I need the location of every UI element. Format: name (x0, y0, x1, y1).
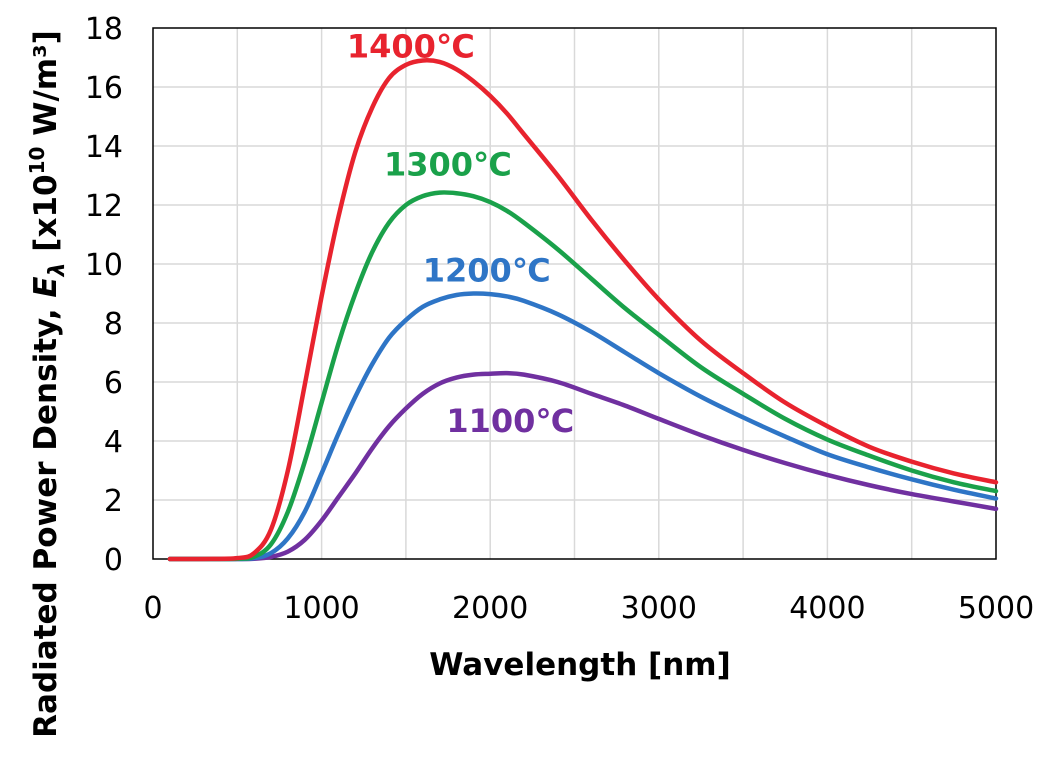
y-axis-title-unit: W/m³] (28, 30, 64, 146)
series-label: 1400℃ (347, 28, 475, 66)
y-tick-label: 12 (85, 189, 123, 224)
y-tick-label: 0 (104, 543, 123, 578)
x-tick-label: 3000 (621, 591, 697, 626)
y-tick-label: 8 (104, 307, 123, 342)
series-line (167, 370, 999, 562)
series-line (167, 58, 999, 562)
x-tick-labels: 0 1000 2000 3000 4000 5000 (143, 591, 1034, 626)
x-axis-title: Wavelength [nm] (429, 647, 731, 683)
y-tick-label: 18 (85, 12, 123, 47)
x-tick-label: 4000 (789, 591, 865, 626)
series-line (167, 291, 999, 562)
plot-frame (152, 27, 997, 560)
series-line (167, 190, 999, 562)
grid (153, 28, 996, 559)
series-label: 1300℃ (384, 146, 512, 184)
y-axis-title-exponent: 10 (25, 147, 49, 175)
x-tick-label: 5000 (958, 591, 1034, 626)
y-tick-label: 4 (104, 425, 123, 460)
x-tick-label: 2000 (452, 591, 528, 626)
series-label: 1200℃ (423, 252, 551, 290)
y-axis-title-suffix: [x10 (28, 174, 64, 262)
x-tick-label: 0 (143, 591, 162, 626)
series-label: 1100℃ (446, 402, 574, 440)
y-axis-title: Radiated Power Density, Eλ [x1010 W/m³] (25, 30, 70, 738)
y-tick-label: 16 (85, 71, 123, 106)
y-axis-title-subscript: λ (45, 262, 70, 277)
y-tick-labels: 0 2 4 6 8 10 12 14 16 18 (85, 12, 123, 578)
y-tick-label: 14 (85, 130, 123, 165)
series-labels: 1400℃ 1300℃ 1200℃ 1100℃ (347, 28, 574, 441)
y-axis-title-prefix: Radiated Power Density, (28, 298, 64, 738)
x-tick-label: 1000 (283, 591, 359, 626)
y-tick-label: 10 (85, 248, 123, 283)
series-lines (167, 58, 999, 562)
y-tick-label: 6 (104, 366, 123, 401)
y-axis-title-symbol: E (28, 276, 64, 297)
y-tick-label: 2 (104, 484, 123, 519)
